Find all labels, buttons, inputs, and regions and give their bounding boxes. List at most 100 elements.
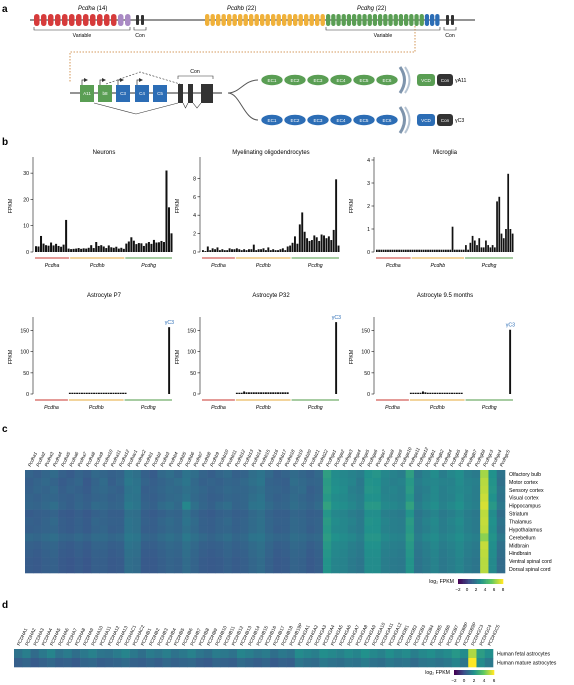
heatmap-cell bbox=[165, 485, 175, 495]
heatmap-cell bbox=[364, 493, 373, 502]
heatmap-cell bbox=[314, 477, 324, 487]
y-tick-label: 50 bbox=[23, 371, 29, 377]
heatmap-cell bbox=[99, 565, 109, 574]
heatmap-cell bbox=[306, 557, 315, 566]
bar bbox=[462, 249, 465, 252]
heatmap-cell bbox=[231, 470, 241, 479]
heatmap-cell bbox=[129, 658, 139, 668]
promoter-arrowhead bbox=[84, 78, 88, 82]
bar bbox=[485, 240, 487, 252]
constant-exon bbox=[188, 84, 193, 103]
heatmap-cell bbox=[422, 477, 431, 487]
splice-dashed bbox=[105, 71, 181, 85]
heatmap-cell bbox=[121, 658, 130, 668]
heatmap-cell bbox=[215, 509, 224, 518]
heatmap-cell bbox=[33, 493, 42, 502]
heatmap-cell bbox=[331, 509, 340, 518]
pcdhg-constant-exon bbox=[451, 15, 454, 25]
bar bbox=[78, 392, 81, 394]
bar bbox=[55, 243, 58, 252]
pcdhb-exon bbox=[232, 14, 237, 26]
heatmap-cell bbox=[215, 549, 224, 558]
heatmap-cell bbox=[496, 517, 506, 526]
bar bbox=[238, 249, 241, 252]
heatmap-cell bbox=[82, 470, 92, 479]
heatmap-cell bbox=[146, 658, 155, 668]
group-label: Pcdhg bbox=[141, 405, 156, 411]
ec-domain-label: EC2 bbox=[291, 118, 300, 123]
heatmap-cell bbox=[480, 533, 489, 542]
heatmap-cell bbox=[154, 658, 163, 668]
color-scale-segment bbox=[489, 579, 491, 584]
heatmap-cell bbox=[240, 525, 249, 534]
heatmap-cell bbox=[331, 477, 340, 487]
y-axis-label: FPKM bbox=[8, 350, 14, 364]
panel-d-label: d bbox=[2, 600, 8, 611]
heatmap-cell bbox=[240, 485, 249, 495]
heatmap-row-label: Human mature astrocytes bbox=[497, 661, 557, 667]
pcdha-exon bbox=[90, 14, 96, 26]
heatmap-cell bbox=[311, 649, 320, 659]
color-scale-tick: 6 bbox=[493, 678, 496, 683]
heatmap-cell bbox=[104, 649, 114, 659]
heatmap-cell bbox=[58, 485, 67, 495]
bar bbox=[204, 251, 207, 252]
heatmap-cell bbox=[132, 485, 142, 495]
heatmap-cell bbox=[372, 541, 382, 550]
heatmap-cell bbox=[372, 525, 382, 534]
heatmap-cell bbox=[347, 509, 357, 518]
bar bbox=[75, 248, 78, 252]
heatmap-cell bbox=[344, 658, 353, 668]
heatmap-cell bbox=[198, 533, 208, 542]
heatmap-cell bbox=[231, 565, 241, 574]
pcdhb-exon bbox=[287, 14, 292, 26]
gene-model: A11 b8 C3 C4 C5 Con bbox=[70, 69, 259, 121]
heatmap-cell bbox=[107, 485, 117, 495]
heatmap-cell bbox=[149, 509, 158, 518]
pcdhg-exon bbox=[419, 14, 424, 26]
color-scale-tick: 6 bbox=[493, 587, 496, 592]
heatmap-cell bbox=[488, 470, 498, 479]
heatmap-cell bbox=[41, 477, 51, 487]
bar bbox=[264, 392, 267, 394]
heatmap-cell bbox=[380, 517, 390, 526]
pcdhg-exon bbox=[388, 14, 393, 26]
heatmap-cell bbox=[165, 470, 175, 479]
color-scale-segment bbox=[501, 579, 504, 584]
heatmap-cell bbox=[289, 549, 299, 558]
heatmap-row-label: Dorsal spinal cord bbox=[509, 567, 551, 573]
heatmap-cell bbox=[165, 477, 175, 487]
color-scale-segment bbox=[471, 579, 473, 584]
pcdha-exon bbox=[62, 14, 68, 26]
bar bbox=[323, 235, 325, 252]
heatmap-cell bbox=[231, 501, 241, 510]
heatmap-cell bbox=[347, 485, 357, 495]
heatmap-cell bbox=[116, 501, 125, 510]
bar bbox=[487, 245, 490, 252]
heatmap-cell bbox=[132, 509, 142, 518]
heatmap-cell bbox=[413, 557, 423, 566]
heatmap-cell bbox=[303, 658, 312, 668]
heatmap-cell bbox=[364, 477, 373, 487]
heatmap-cell bbox=[99, 533, 109, 542]
heatmap-column-label: Pcdhb7 bbox=[193, 451, 204, 468]
heatmap-cell bbox=[298, 565, 307, 574]
heatmap-cell bbox=[281, 517, 291, 526]
bar bbox=[393, 249, 396, 252]
bar bbox=[511, 233, 514, 252]
heatmap-cell bbox=[369, 658, 378, 668]
heatmap-cell bbox=[438, 549, 448, 558]
heatmap-cell bbox=[468, 658, 477, 668]
heatmap-cell bbox=[231, 557, 241, 566]
heatmap-cell bbox=[223, 541, 233, 550]
color-scale-segment bbox=[463, 670, 465, 675]
heatmap-cell bbox=[389, 525, 398, 534]
heatmap-cell bbox=[331, 533, 340, 542]
heatmap-cell bbox=[319, 649, 329, 659]
y-tick-label: 4 bbox=[367, 158, 370, 164]
heatmap-cell bbox=[198, 493, 208, 502]
bar bbox=[507, 173, 510, 252]
heatmap-cell bbox=[33, 509, 42, 518]
pcdhb-cluster-label: Pcdhb (22) bbox=[227, 6, 256, 12]
heatmap-cell bbox=[455, 501, 464, 510]
